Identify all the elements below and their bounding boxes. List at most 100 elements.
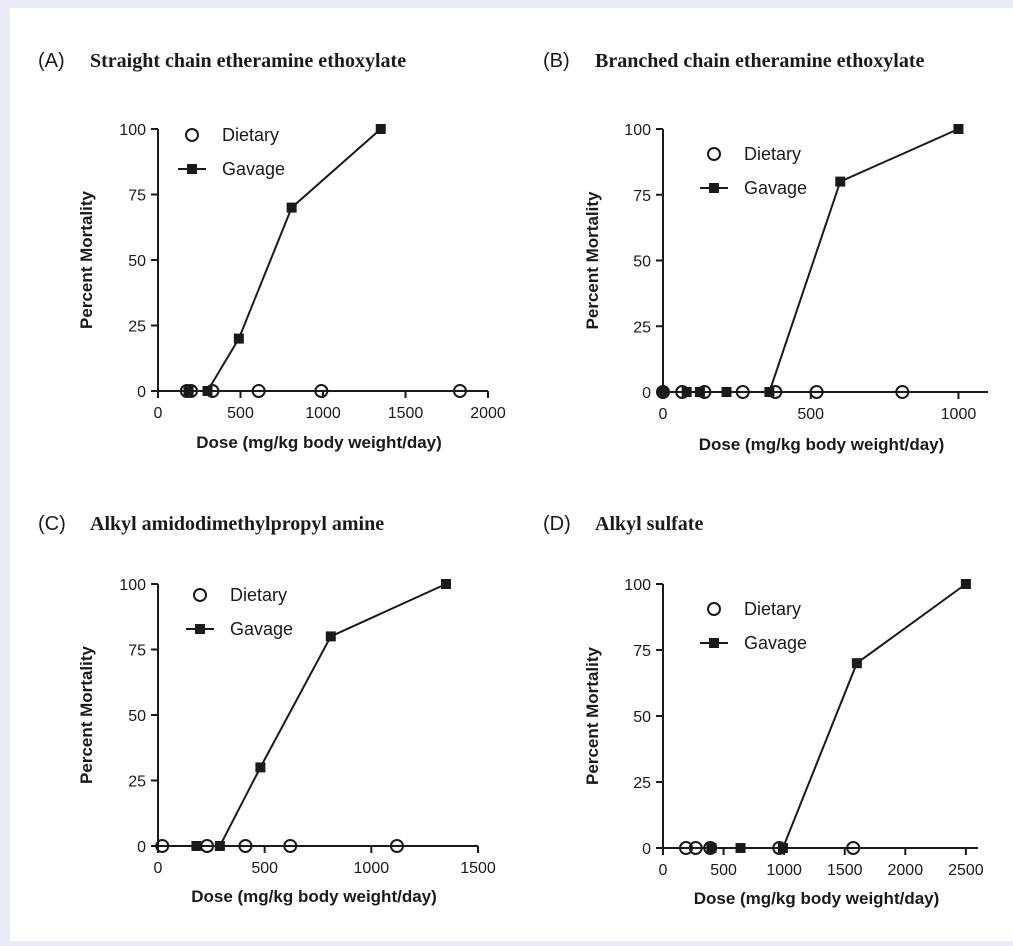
- legend-marker-square: [187, 164, 197, 174]
- x-tick-label: 1000: [941, 406, 977, 423]
- data-point: [658, 387, 668, 397]
- legend-label: Gavage: [744, 178, 807, 198]
- legend-marker-circle: [185, 128, 199, 142]
- x-tick-label: 2500: [948, 862, 984, 879]
- panel-letter: (B): [543, 50, 570, 72]
- x-tick-label: 2000: [470, 405, 506, 422]
- data-point: [452, 384, 467, 398]
- legend-label: Dietary: [230, 585, 287, 605]
- legend-label: Dietary: [744, 599, 801, 619]
- y-tick-label: 100: [119, 122, 146, 139]
- data-point: [777, 843, 788, 853]
- legend: Dietary Gavage: [186, 585, 293, 639]
- data-point: [851, 658, 862, 669]
- chart-title: Alkyl amidodimethylpropyl amine: [90, 513, 384, 535]
- data-point: [286, 202, 297, 213]
- y-tick-label: 75: [128, 643, 146, 660]
- x-tick-label: 2000: [888, 862, 924, 879]
- data-point: [681, 387, 692, 397]
- data-point: [835, 176, 846, 187]
- y-tick-label: 0: [137, 384, 146, 401]
- y-tick-label: 50: [128, 253, 146, 270]
- y-axis-label: Percent Mortality: [583, 191, 602, 329]
- data-point: [679, 841, 694, 855]
- y-tick-label: 25: [633, 775, 651, 792]
- y-tick-label: 25: [633, 319, 651, 336]
- y-tick-label: 100: [624, 122, 651, 139]
- data-point: [895, 385, 910, 399]
- x-tick-label: 0: [154, 860, 163, 877]
- y-tick-label: 75: [128, 188, 146, 205]
- data-point: [251, 384, 266, 398]
- x-tick-label: 1500: [388, 405, 424, 422]
- legend-label: Dietary: [744, 144, 801, 164]
- panel-letter: (D): [543, 513, 571, 535]
- legend-label: Gavage: [230, 619, 293, 639]
- legend-marker-square: [709, 638, 719, 648]
- data-point: [202, 386, 213, 396]
- y-axis-label: Percent Mortality: [583, 646, 602, 784]
- panel-letter: (C): [38, 513, 66, 535]
- x-tick-label: 0: [659, 862, 668, 879]
- data-point: [375, 124, 386, 134]
- x-tick-label: 500: [251, 860, 278, 877]
- y-tick-label: 0: [137, 839, 146, 856]
- data-point: [764, 387, 775, 397]
- x-tick-label: 0: [659, 406, 668, 423]
- data-point: [283, 839, 298, 853]
- x-tick-label: 1500: [460, 860, 496, 877]
- x-tick-label: 500: [227, 405, 254, 422]
- x-tick-label: 500: [797, 406, 824, 423]
- series-line: [711, 583, 967, 849]
- chart-title: Straight chain etheramine ethoxylate: [90, 50, 406, 72]
- data-point: [846, 841, 861, 855]
- x-axis-label: Dose (mg/kg body weight/day): [699, 435, 945, 454]
- legend-label: Gavage: [744, 633, 807, 653]
- series-gavage: [658, 124, 964, 397]
- figure-frame: (A) Straight chain etheramine ethoxylate 0…: [10, 8, 1013, 941]
- chart-title: Alkyl sulfate: [595, 513, 703, 535]
- series-dietary: [155, 839, 404, 853]
- legend: Dietary Gavage: [700, 599, 807, 653]
- series-gavage: [183, 124, 386, 396]
- data-point: [214, 841, 225, 851]
- x-axis-label: Dose (mg/kg body weight/day): [196, 433, 442, 452]
- chart-panel-c: (C) Alkyl amidodimethylpropyl amine 0 25 50 7…: [38, 513, 496, 906]
- y-tick-label: 75: [633, 643, 651, 660]
- x-tick-label: 1000: [766, 862, 802, 879]
- series-gavage: [191, 579, 451, 851]
- y-tick-label: 0: [642, 385, 651, 402]
- chart-panel-a: (A) Straight chain etheramine ethoxylate 0…: [38, 50, 506, 452]
- data-point: [255, 762, 266, 773]
- x-tick-label: 1000: [354, 860, 390, 877]
- data-point: [960, 579, 971, 589]
- y-tick-label: 50: [128, 708, 146, 725]
- x-axis-label: Dose (mg/kg body weight/day): [191, 887, 437, 906]
- chart-panel-b: (B) Branched chain etheramine ethoxylate 0…: [543, 50, 988, 454]
- data-point: [441, 579, 451, 589]
- legend-marker-circle: [193, 588, 207, 602]
- y-tick-label: 50: [633, 254, 651, 271]
- data-point: [694, 387, 705, 397]
- legend-marker-circle: [707, 147, 721, 161]
- data-point: [953, 124, 964, 134]
- y-tick-label: 0: [642, 841, 651, 858]
- y-tick-label: 100: [624, 577, 651, 594]
- legend-marker-circle: [707, 602, 721, 616]
- x-tick-label: 1000: [305, 405, 341, 422]
- legend-marker-square: [195, 624, 205, 634]
- figure: (A) Straight chain etheramine ethoxylate 0…: [38, 50, 988, 908]
- legend-label: Dietary: [222, 125, 279, 145]
- y-tick-label: 25: [128, 319, 146, 336]
- y-axis-label: Percent Mortality: [77, 645, 96, 783]
- legend: Dietary Gavage: [700, 144, 807, 198]
- data-point: [155, 839, 170, 853]
- data-point: [325, 631, 336, 642]
- x-tick-label: 0: [154, 405, 163, 422]
- series-line: [663, 128, 959, 393]
- y-tick-label: 75: [633, 188, 651, 205]
- data-point: [688, 841, 703, 855]
- panel-letter: (A): [38, 50, 65, 72]
- legend-label: Gavage: [222, 159, 285, 179]
